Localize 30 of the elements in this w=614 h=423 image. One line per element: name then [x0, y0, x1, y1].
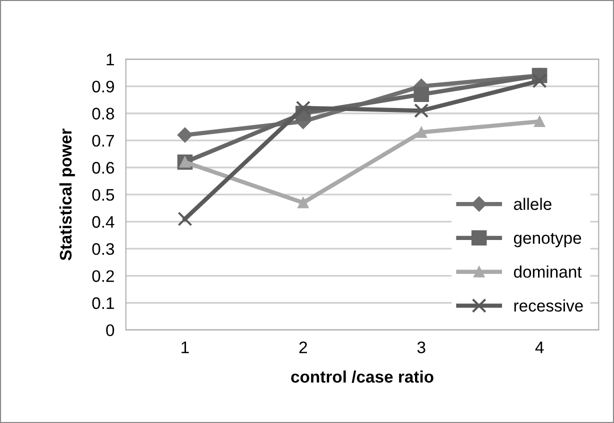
x-tick-label: 2	[299, 341, 307, 354]
point	[298, 197, 309, 208]
point	[414, 86, 429, 102]
x-tick-label: 1	[182, 342, 189, 354]
y-tick-label: 0.9	[92, 80, 114, 92]
point	[178, 212, 192, 226]
point	[416, 126, 427, 138]
legend-label: genotype	[514, 232, 582, 248]
x-tick-label: 3	[417, 341, 426, 354]
y-axis-title: Statistical power	[59, 128, 75, 260]
x-tick-label: 4	[535, 342, 544, 354]
point	[177, 127, 193, 143]
y-tick-label: 1	[106, 54, 114, 66]
legend-label: recessive	[514, 299, 583, 312]
y-tick-label: 0.6	[92, 162, 114, 174]
point	[296, 100, 310, 116]
point	[414, 103, 429, 118]
y-tick-label: 0.2	[92, 270, 114, 282]
y-tick-label: 0	[106, 324, 114, 336]
y-tick-label: 0.8	[92, 108, 114, 120]
legend-label: dominant	[514, 266, 582, 278]
y-tick-label: 0.5	[92, 188, 114, 201]
legend-label: allele	[514, 198, 552, 210]
point	[534, 116, 546, 128]
y-tick-label: 0.4	[92, 216, 114, 228]
y-tick-label: 0.7	[92, 134, 114, 147]
point	[532, 74, 547, 88]
y-tick-label: 0.3	[92, 243, 114, 255]
y-tick-label: 0.1	[92, 297, 114, 310]
x-axis-title: control /case ratio	[291, 370, 434, 383]
